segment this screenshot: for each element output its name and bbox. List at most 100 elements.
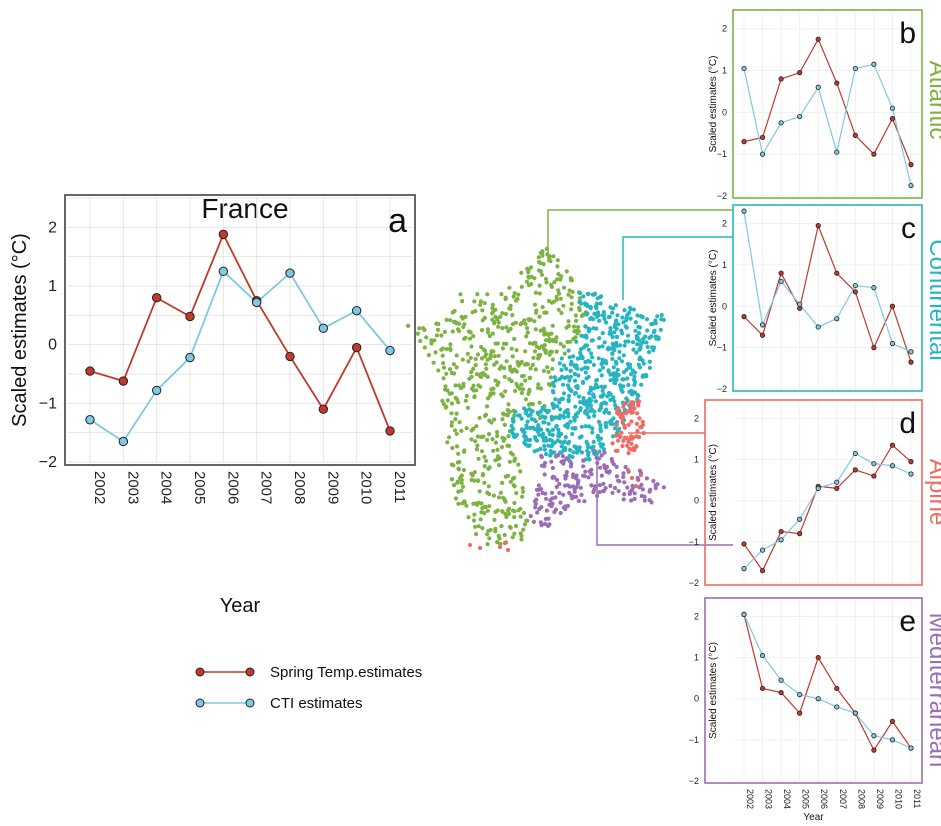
map-point xyxy=(620,411,625,416)
data-point xyxy=(815,654,821,661)
map-point xyxy=(434,333,439,338)
map-point xyxy=(443,384,448,389)
map-point xyxy=(540,253,545,258)
map-point xyxy=(610,334,615,340)
map-point xyxy=(606,314,611,320)
map-point xyxy=(594,455,599,460)
map-point xyxy=(502,540,508,546)
x-axis-label: Year xyxy=(220,595,261,617)
map-point xyxy=(611,395,616,400)
map-point xyxy=(538,520,543,525)
data-point xyxy=(151,385,162,396)
map-point xyxy=(500,326,505,331)
map-point xyxy=(586,326,591,331)
map-point xyxy=(493,440,499,445)
map-point xyxy=(525,419,530,424)
map-point xyxy=(501,411,506,416)
data-point xyxy=(852,710,858,716)
data-point xyxy=(871,61,877,67)
data-point xyxy=(852,132,858,138)
map-point xyxy=(621,353,626,358)
data-point xyxy=(889,105,896,111)
map-point xyxy=(638,341,644,347)
chart-panel-d: 2 1 0 −1 −2 Scaled estimates (°C) d Alpine xyxy=(689,399,941,588)
map-point xyxy=(539,272,545,277)
map-point xyxy=(539,453,544,458)
map-point xyxy=(485,330,491,335)
map-point xyxy=(445,440,450,445)
map-point xyxy=(617,356,622,361)
map-point xyxy=(536,492,541,497)
map-point xyxy=(635,411,640,416)
map-point xyxy=(549,490,555,495)
map-point xyxy=(585,405,590,410)
map-point xyxy=(633,328,638,333)
map-point xyxy=(558,500,563,505)
map-point xyxy=(479,356,484,361)
data-point xyxy=(797,516,803,522)
map-point xyxy=(550,357,556,362)
map-point xyxy=(455,479,460,484)
series-line xyxy=(743,614,912,752)
map-point xyxy=(486,484,491,489)
map-point xyxy=(561,461,566,466)
map-point xyxy=(575,331,580,336)
map-point xyxy=(561,303,566,308)
map-point xyxy=(626,382,631,388)
map-point xyxy=(620,377,625,382)
map-point xyxy=(567,490,572,495)
map-point xyxy=(616,488,621,494)
map-point xyxy=(421,326,426,331)
map-point xyxy=(547,382,552,387)
map-point xyxy=(518,506,523,511)
map-point xyxy=(454,444,460,449)
panel-letter: d xyxy=(899,407,916,440)
data-point xyxy=(889,442,896,448)
map-point xyxy=(598,301,603,306)
map-point xyxy=(572,324,577,329)
map-point xyxy=(617,343,623,348)
map-point xyxy=(475,292,480,297)
map-point xyxy=(568,368,573,373)
y-tick-label: −2 xyxy=(717,384,727,394)
map-point xyxy=(519,321,524,326)
map-point xyxy=(561,285,567,290)
map-point xyxy=(661,317,666,322)
data-point xyxy=(759,685,766,692)
map-point xyxy=(526,274,531,279)
map-point xyxy=(557,490,562,496)
map-point xyxy=(510,452,515,457)
map-point xyxy=(519,427,524,432)
data-point xyxy=(778,120,784,126)
y-axis-label: Scaled estimates (°C) xyxy=(708,250,719,347)
map-point xyxy=(441,376,446,381)
map-point xyxy=(518,514,523,519)
region-label: Alpine xyxy=(924,459,941,526)
map-point xyxy=(552,440,557,445)
map-point xyxy=(460,357,465,362)
map-point xyxy=(509,379,514,384)
data-point xyxy=(797,301,803,307)
map-point xyxy=(620,443,625,449)
map-point xyxy=(490,311,495,316)
map-point xyxy=(552,375,558,380)
x-tick-label: 2007 xyxy=(258,471,275,504)
map-point xyxy=(490,331,495,336)
map-point xyxy=(625,376,630,381)
map-point xyxy=(589,351,594,356)
map-point xyxy=(528,514,533,519)
map-point xyxy=(642,494,647,499)
map-point xyxy=(524,423,529,428)
map-point xyxy=(522,522,528,527)
map-point xyxy=(587,396,592,401)
map-point xyxy=(556,272,561,277)
map-point xyxy=(593,399,599,404)
map-point xyxy=(490,437,495,442)
map-point xyxy=(586,347,591,352)
map-point xyxy=(599,473,605,478)
map-point xyxy=(466,359,471,364)
map-point xyxy=(496,495,502,500)
map-point xyxy=(429,341,434,346)
map-point xyxy=(458,474,464,479)
map-point xyxy=(448,318,453,323)
